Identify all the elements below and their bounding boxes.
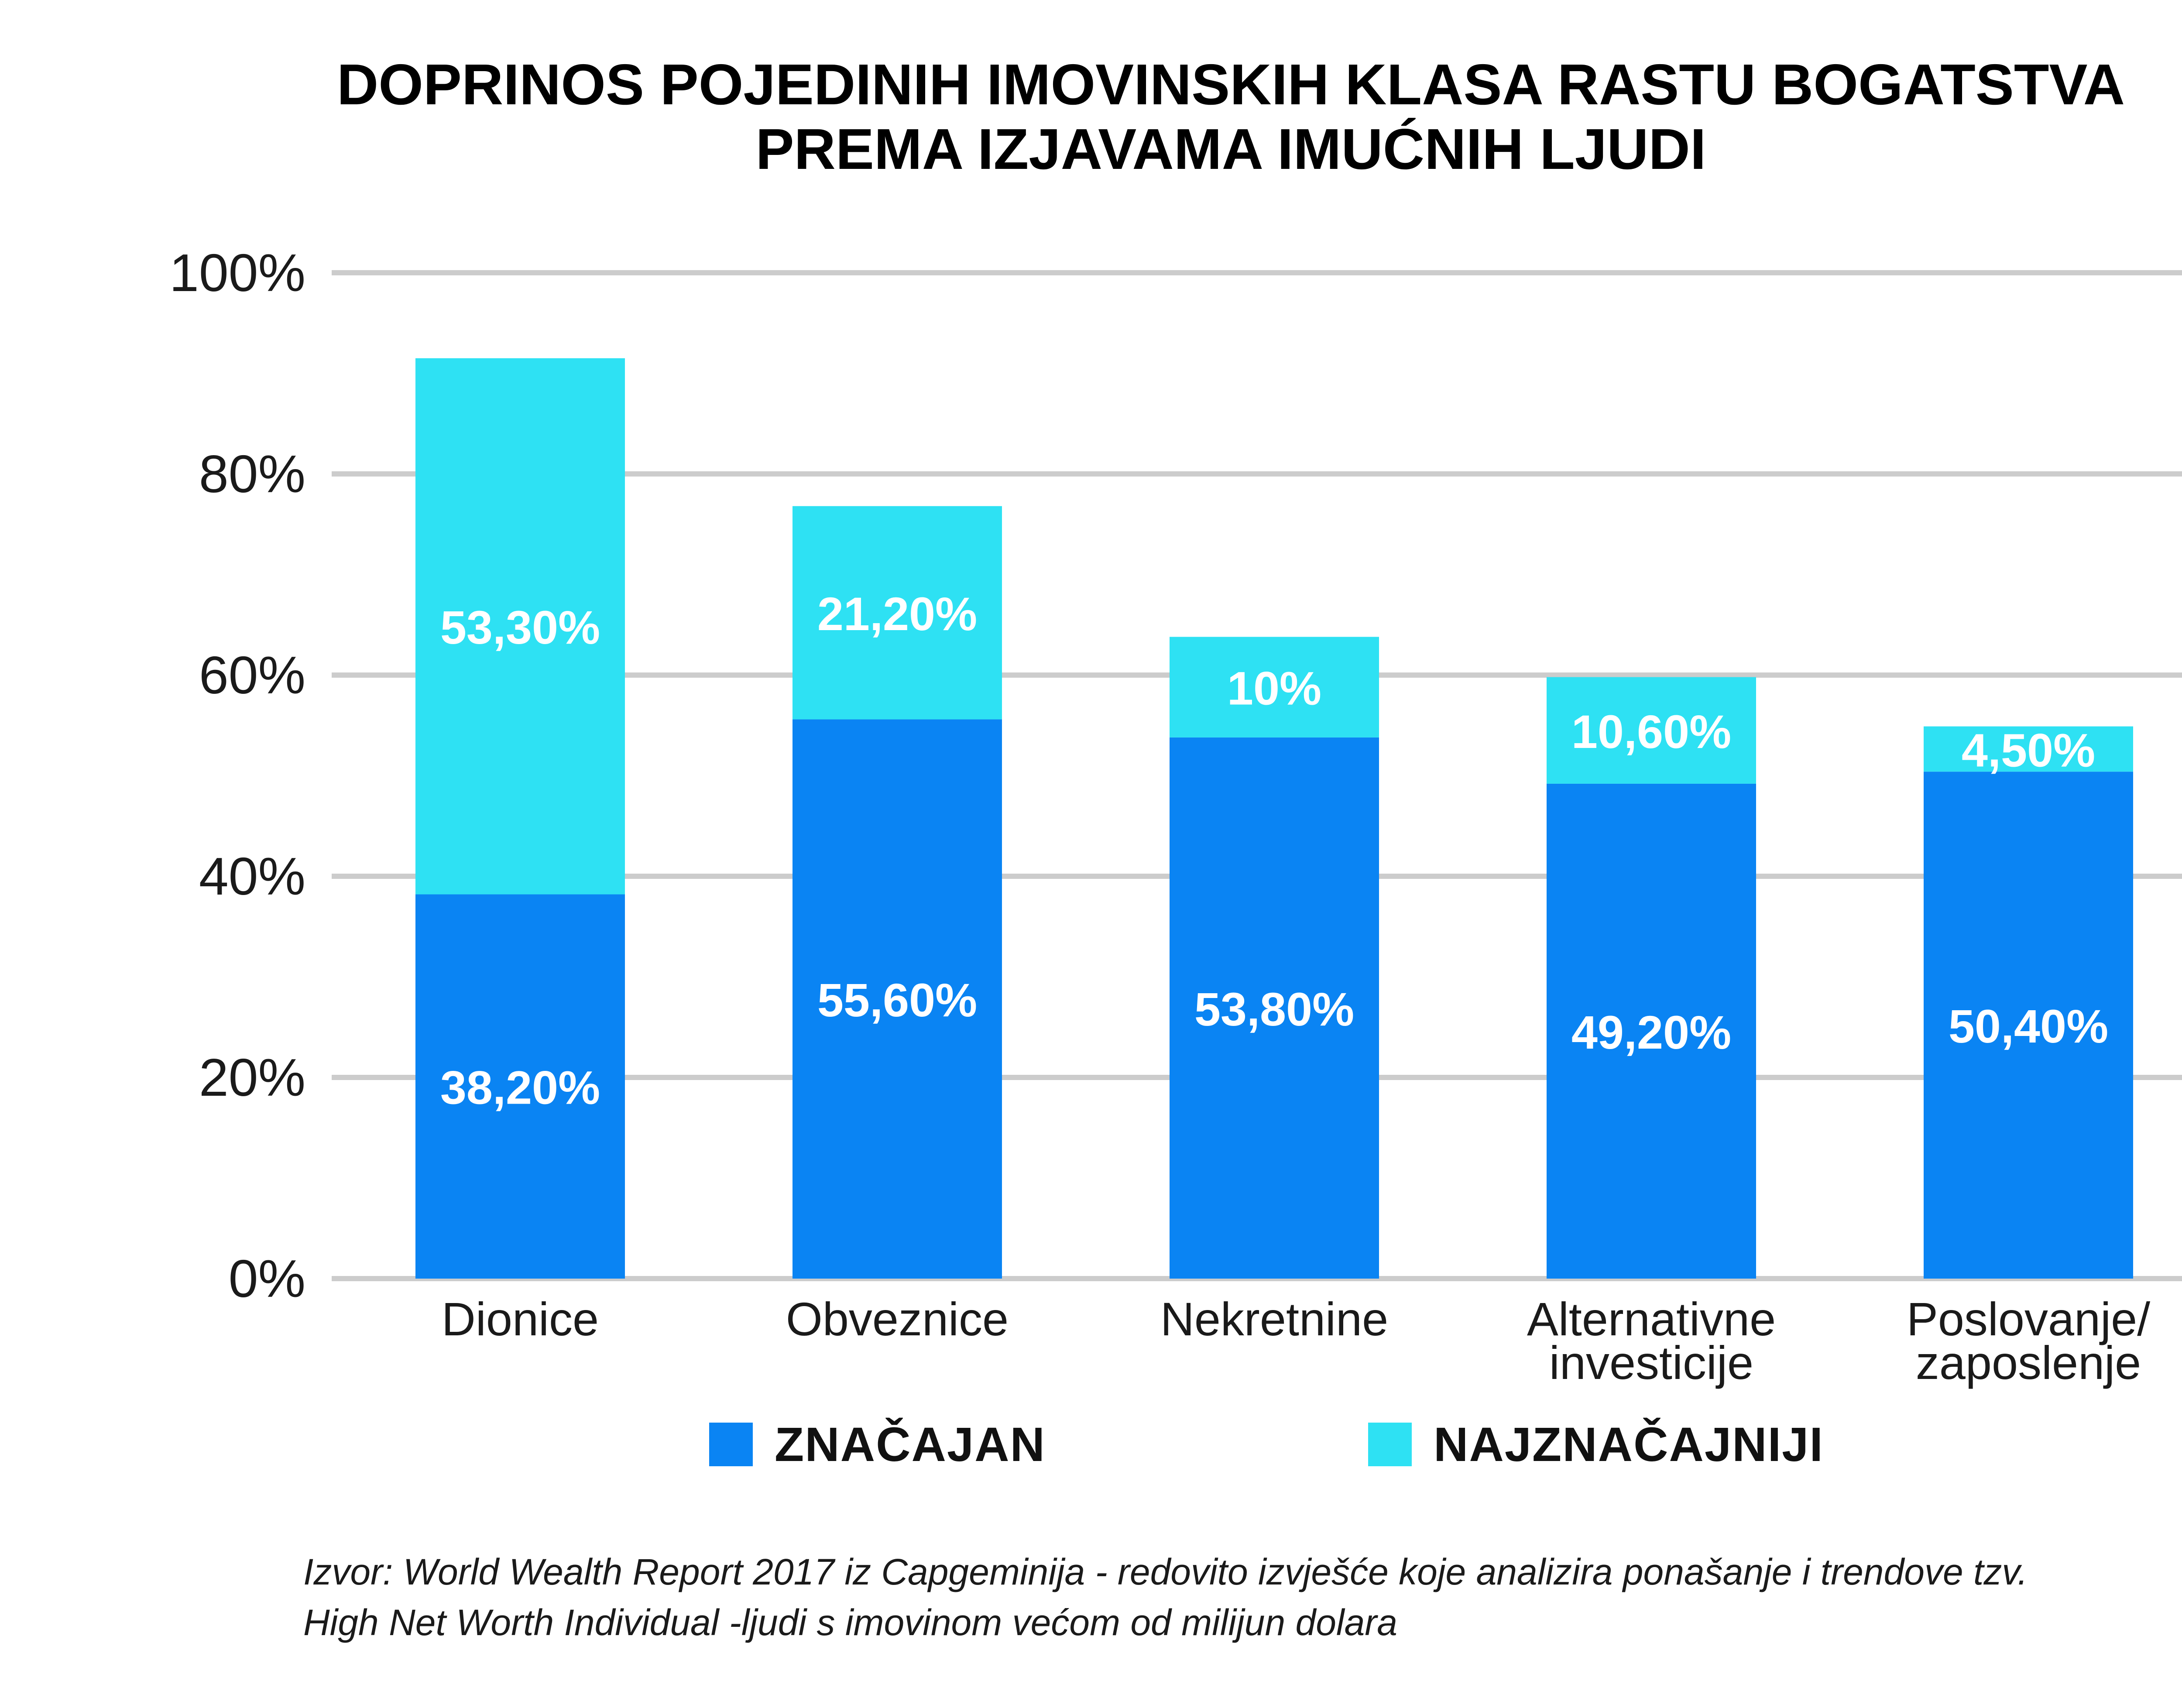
legend-item-significant: ZNAČAJAN [709, 1418, 1046, 1471]
source-note-line-2: High Net Worth Individual -ljudi s imovi… [303, 1602, 1397, 1643]
y-tick-label: 40% [199, 847, 305, 906]
bar-segment-significant [1547, 783, 1756, 1279]
y-axis-ticks: 0% 20% 40% 60% 80% 100% [169, 243, 305, 1308]
x-tick-label: Dionice [442, 1293, 599, 1345]
x-tick-label: Nekretnine [1160, 1293, 1388, 1345]
bar-segment-most-significant [1170, 637, 1379, 737]
x-tick-label: zaposlenje [1916, 1336, 2141, 1389]
legend-swatch-significant [709, 1423, 753, 1466]
data-label: 53,80% [1194, 983, 1354, 1036]
data-label: 38,20% [440, 1061, 600, 1114]
bar-segment-most-significant [1547, 677, 1756, 784]
data-labels: 38,20% 53,30% 55,60% 21,20% 53,80% 10% 49,20% 1… [440, 587, 2108, 1114]
chart-title-line-1: DOPRINOS POJEDINIH IMOVINSKIH KLASA RAST… [336, 52, 2125, 117]
legend-swatch-most-significant [1368, 1423, 1412, 1466]
data-label: 53,30% [440, 601, 600, 654]
data-label: 55,60% [817, 974, 977, 1026]
x-tick-label: Alternativne [1527, 1293, 1776, 1345]
legend-item-most-significant: NAJZNAČAJNIJI [1368, 1418, 1824, 1471]
data-label: 50,40% [1949, 1000, 2108, 1053]
x-tick-label: investicije [1549, 1336, 1753, 1389]
data-label: 49,20% [1571, 1006, 1731, 1059]
bar-segment-significant [1924, 772, 2133, 1279]
legend-label-most-significant: NAJZNAČAJNIJI [1434, 1417, 1824, 1471]
y-tick-label: 20% [199, 1048, 305, 1107]
bar-segment-significant [793, 719, 1002, 1279]
x-tick-label: Obveznice [786, 1293, 1009, 1345]
y-tick-label: 0% [229, 1249, 305, 1308]
y-tick-label: 60% [199, 645, 305, 705]
bar-segment-significant [1170, 737, 1379, 1279]
bar-segment-most-significant [415, 358, 625, 895]
bar-segment-significant [415, 894, 625, 1279]
y-tick-label: 80% [199, 444, 305, 504]
data-label: 10,60% [1571, 705, 1731, 758]
source-note: Izvor: World Wealth Report 2017 iz Capge… [303, 1547, 2182, 1648]
bars [415, 358, 2133, 1279]
bar-segment-most-significant [1924, 726, 2133, 772]
chart-title: DOPRINOS POJEDINIH IMOVINSKIH KLASA RAST… [0, 52, 2182, 182]
bar-segment-most-significant [793, 506, 1002, 720]
source-note-line-1: Izvor: World Wealth Report 2017 iz Capge… [303, 1551, 2028, 1592]
x-axis-labels: Dionice Obveznice Nekretnine Alternativnein… [442, 1293, 2150, 1389]
chart-title-line-2: PREMA IZJAVAMA IMUĆNIH LJUDI [755, 117, 1706, 181]
data-label: 10% [1227, 662, 1321, 715]
data-label: 4,50% [1962, 724, 2095, 776]
y-tick-label: 100% [169, 243, 305, 302]
legend-label-significant: ZNAČAJAN [775, 1417, 1046, 1471]
data-label: 21,20% [817, 587, 977, 640]
x-tick-label: Poslovanje/ [1907, 1293, 2150, 1345]
